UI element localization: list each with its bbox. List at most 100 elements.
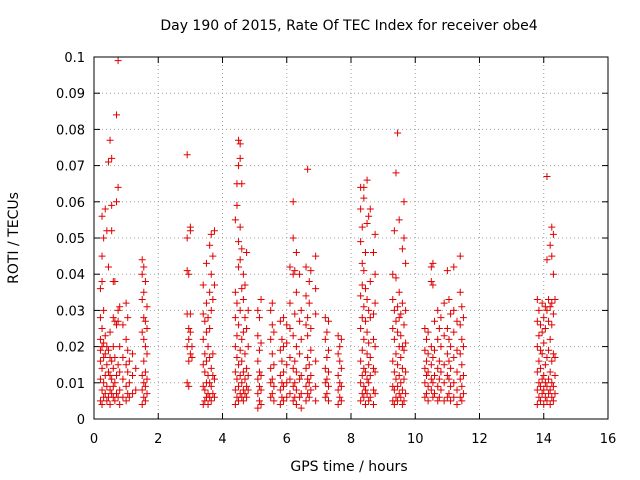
data-point — [445, 335, 453, 343]
data-point — [98, 252, 106, 260]
data-point — [435, 393, 443, 401]
data-point — [267, 393, 275, 401]
data-point — [305, 361, 313, 369]
data-point — [540, 314, 548, 322]
data-point — [334, 372, 342, 380]
data-point — [540, 339, 548, 347]
data-point — [140, 263, 148, 271]
data-point — [254, 306, 262, 314]
data-point — [124, 314, 132, 322]
data-point — [106, 136, 114, 144]
data-point — [231, 288, 239, 296]
data-point — [280, 368, 288, 376]
data-point — [101, 332, 109, 340]
data-point — [398, 343, 406, 351]
data-point — [296, 375, 304, 383]
data-point — [109, 364, 117, 372]
data-point — [533, 386, 541, 394]
data-point — [361, 248, 369, 256]
data-point — [241, 314, 249, 322]
data-point — [292, 401, 300, 409]
y-tick-label: 0.03 — [56, 304, 85, 319]
data-point — [257, 386, 265, 394]
data-point — [437, 368, 445, 376]
data-point — [112, 111, 120, 119]
data-point — [325, 382, 333, 390]
data-point — [400, 397, 408, 405]
data-point — [241, 390, 249, 398]
data-point — [114, 317, 122, 325]
plot-frame — [93, 56, 609, 420]
data-point — [297, 335, 305, 343]
data-point — [357, 238, 365, 246]
data-point — [363, 390, 371, 398]
data-point — [427, 343, 435, 351]
data-point — [427, 277, 435, 285]
data-point — [304, 390, 312, 398]
data-point — [138, 328, 146, 336]
data-point — [429, 353, 437, 361]
data-point — [337, 382, 345, 390]
data-point — [236, 346, 244, 354]
data-point — [535, 306, 543, 314]
data-point — [447, 343, 455, 351]
data-point — [390, 386, 398, 394]
data-point — [257, 296, 265, 304]
data-point — [238, 335, 246, 343]
data-point — [116, 386, 124, 394]
x-tick-label: 10 — [407, 432, 424, 447]
data-point — [440, 361, 448, 369]
data-point — [548, 357, 556, 365]
data-point — [238, 245, 246, 253]
y-tick-label: 0.1 — [64, 51, 85, 66]
data-point — [183, 379, 191, 387]
data-point — [109, 382, 117, 390]
data-point — [124, 346, 132, 354]
data-point — [114, 57, 122, 65]
data-point — [336, 379, 344, 387]
data-point — [453, 317, 461, 325]
data-point — [235, 321, 243, 329]
data-point — [321, 364, 329, 372]
y-tick-label: 0.08 — [56, 123, 85, 138]
data-point — [360, 194, 368, 202]
data-point — [210, 393, 218, 401]
data-point — [286, 375, 294, 383]
data-point — [96, 397, 104, 405]
data-point — [366, 205, 374, 213]
data-point — [114, 306, 122, 314]
data-point — [122, 335, 130, 343]
data-point — [540, 372, 548, 380]
data-point — [270, 328, 278, 336]
data-point — [116, 303, 124, 311]
data-point — [543, 353, 551, 361]
data-point — [111, 397, 119, 405]
data-point — [533, 343, 541, 351]
data-point — [366, 372, 374, 380]
data-point — [366, 277, 374, 285]
data-point — [424, 350, 432, 358]
data-point — [366, 393, 374, 401]
data-point — [325, 346, 333, 354]
data-point — [398, 299, 406, 307]
data-point — [392, 274, 400, 282]
data-point — [188, 343, 196, 351]
data-point — [239, 368, 247, 376]
data-point — [129, 390, 137, 398]
data-point — [443, 267, 451, 275]
data-point — [358, 223, 366, 231]
data-point — [537, 364, 545, 372]
data-point — [312, 285, 320, 293]
data-points — [96, 57, 559, 412]
data-point — [202, 259, 210, 267]
data-point — [140, 314, 148, 322]
data-point — [104, 368, 112, 376]
data-point — [371, 270, 379, 278]
data-point — [440, 332, 448, 340]
data-point — [361, 317, 369, 325]
data-point — [395, 288, 403, 296]
data-point — [545, 390, 553, 398]
data-point — [363, 296, 371, 304]
data-point — [546, 368, 554, 376]
